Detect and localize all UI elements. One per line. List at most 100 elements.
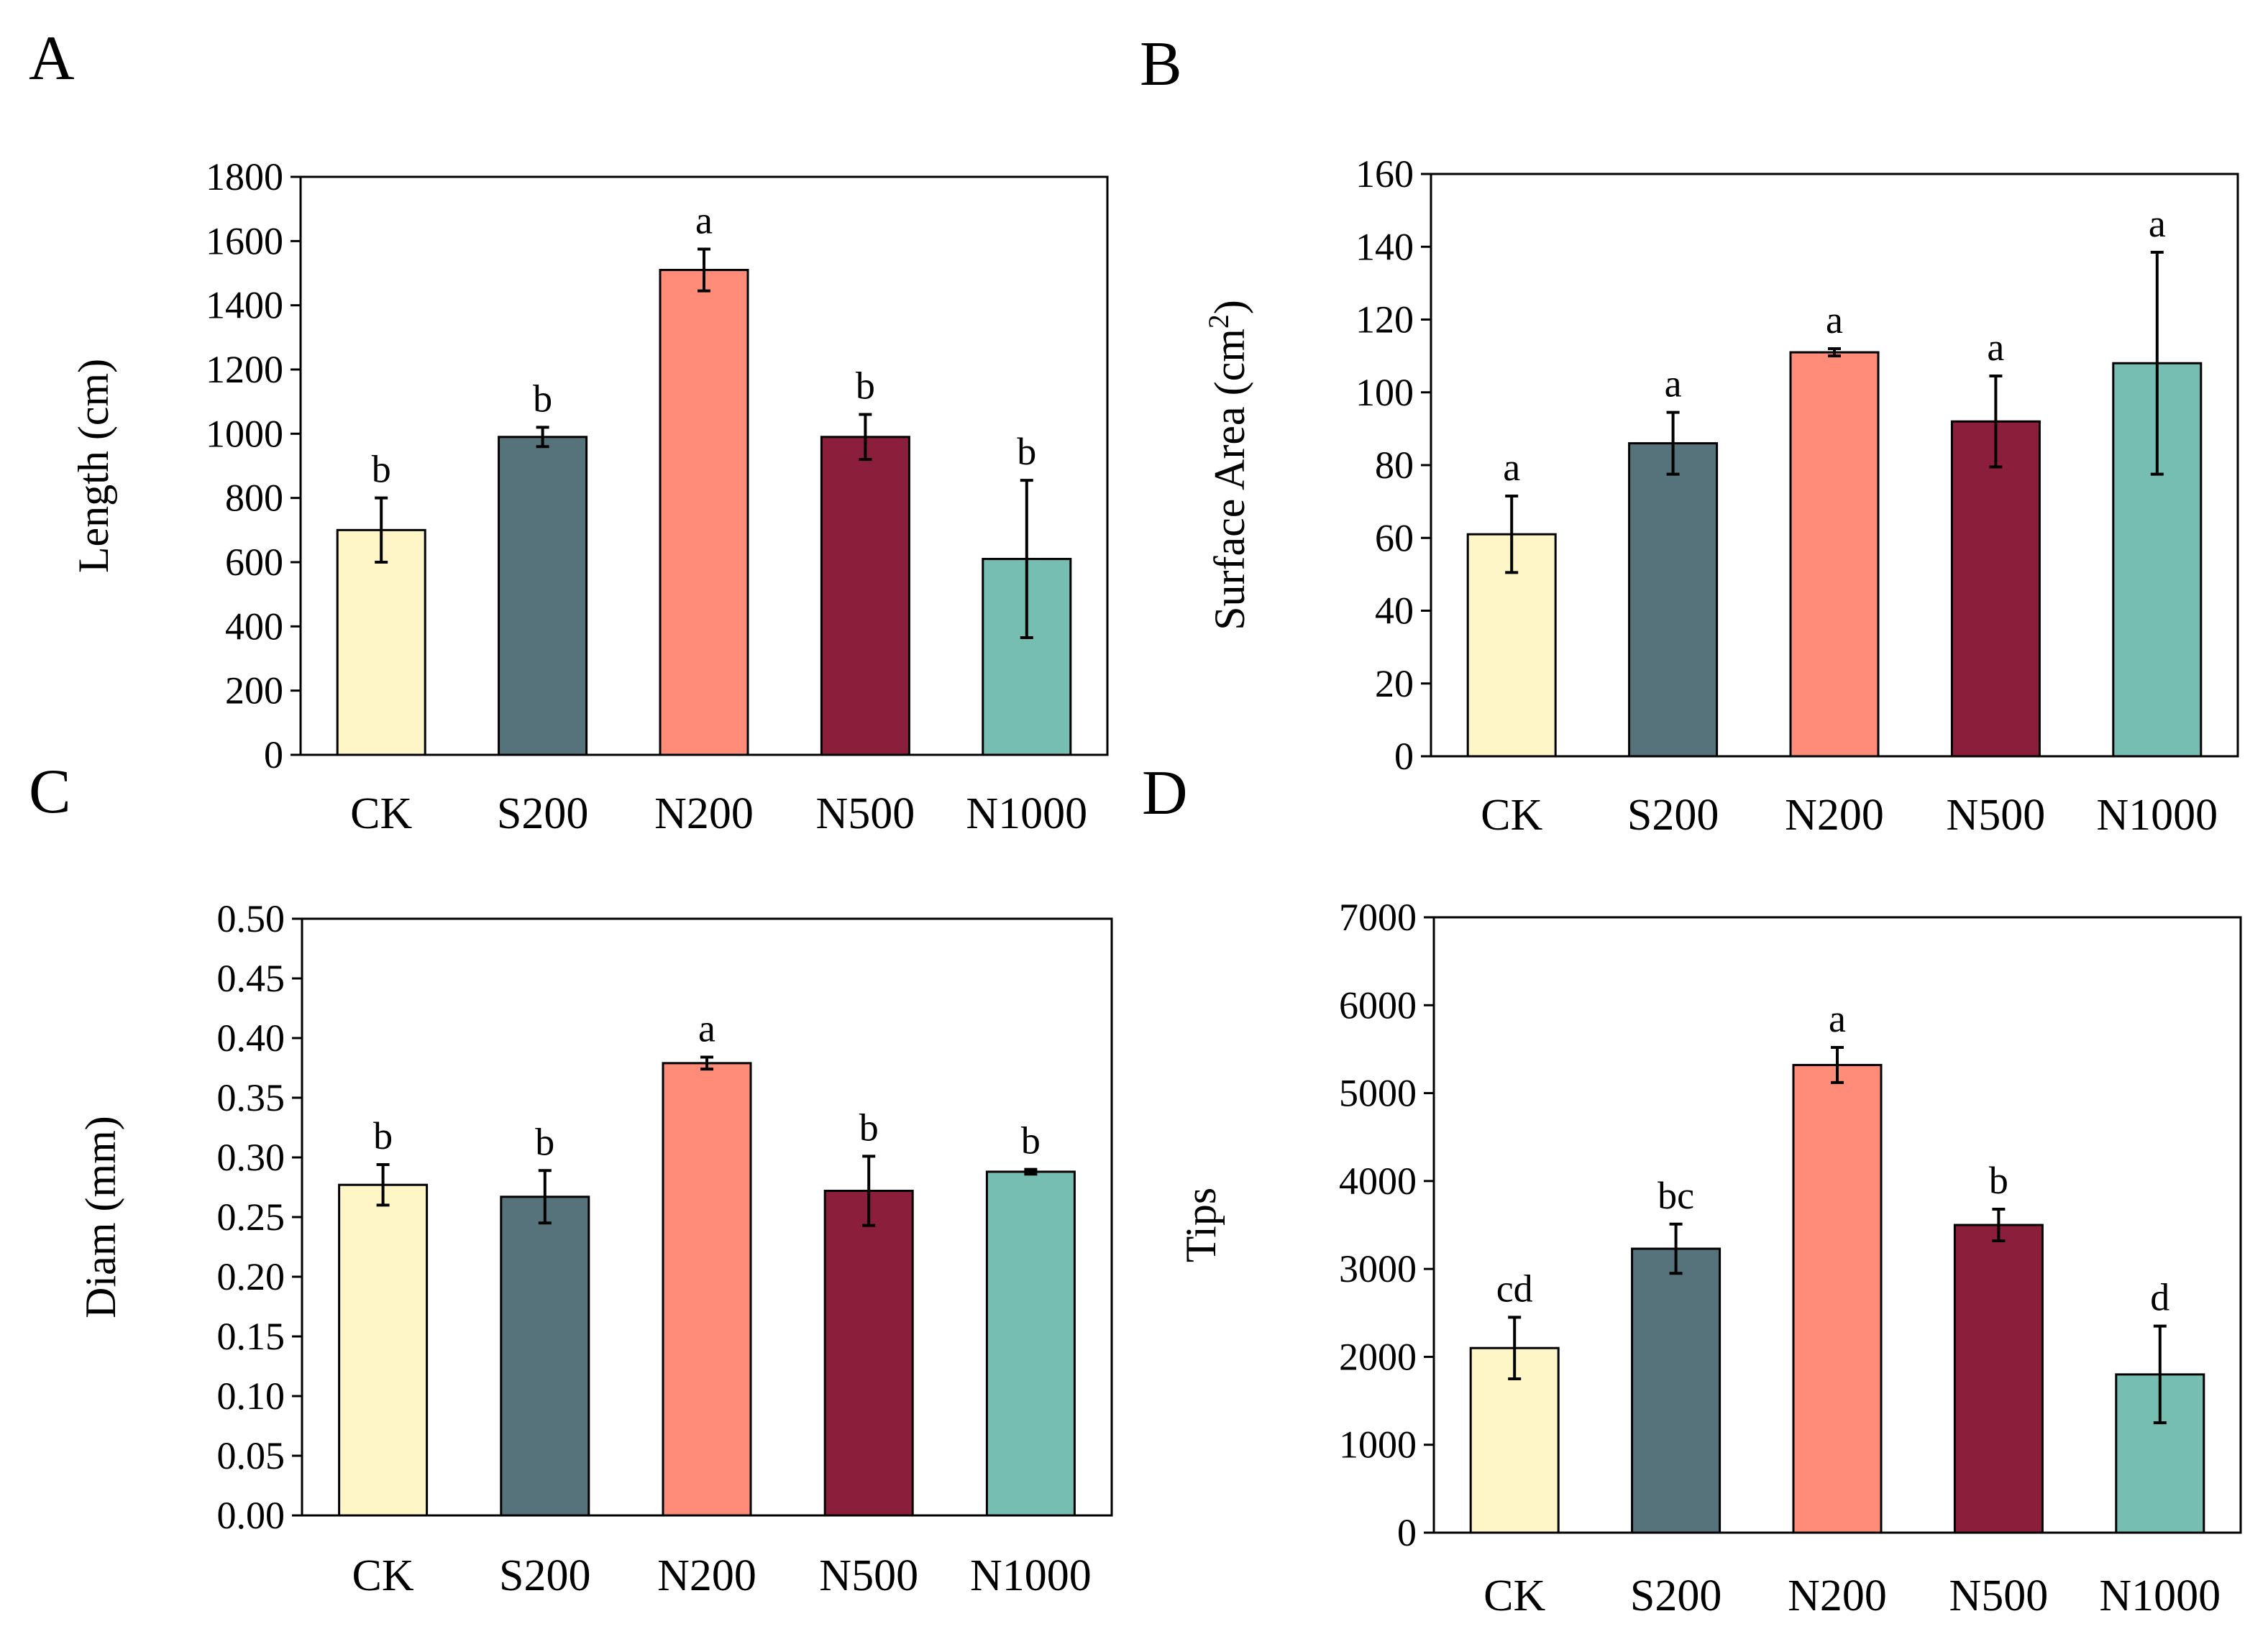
category-label: N1000 [970,1551,1092,1600]
panel-a: A 0 200 400 600 800 1000 1200 1400 1600 1800 Length… [29,24,1109,838]
y-tick-label: 0.25 [217,1196,285,1239]
bar-n200 [659,269,749,756]
panel-letter: C [29,757,71,827]
y-tick-label: 0.00 [217,1494,285,1537]
panel-letter: B [1140,29,1182,99]
y-tick-label: 40 [1375,589,1414,633]
y-tick-label: 1400 [206,284,283,327]
y-tick-label: 0.35 [217,1076,285,1119]
bar-ck [338,1183,429,1517]
significance-letter: a [1503,446,1520,489]
category-label: S200 [1627,791,1719,840]
significance-letter: b [1989,1159,2008,1202]
significance-letter: b [373,1114,393,1157]
y-tick-label: 400 [225,605,283,648]
category-label: N1000 [2099,1571,2221,1620]
significance-letter: bc [1657,1174,1694,1217]
category-label: N500 [1947,791,2046,840]
bar-s200 [1628,442,1719,758]
y-tick-label: 0.05 [217,1434,285,1477]
y-tick-label: 4000 [1339,1160,1417,1203]
y-tick-label: 0.20 [217,1255,285,1298]
category-label: S200 [499,1551,590,1600]
bar-s200 [1631,1247,1721,1534]
category-label: N200 [654,789,754,838]
bar-n1000 [985,1170,1076,1517]
y-tick-label: 60 [1375,516,1414,559]
category-label: CK [352,1551,414,1600]
y-axis-title: Length (cm) [70,359,117,573]
y-axis-title-text: Tips [1177,1188,1225,1263]
y-tick-label: 120 [1355,298,1414,341]
bar-ck [336,528,426,756]
y-tick-label: 0.40 [217,1017,285,1060]
category-label: N500 [816,789,915,838]
category-label: CK [1481,791,1542,840]
y-tick-label: 3000 [1339,1247,1417,1290]
category-label: CK [350,789,412,838]
panel-c: C 0.00 0.05 0.10 0.15 0.20 0.25 0.30 0.35 0.40 0.4… [29,757,1113,1600]
y-axis-title: Surface Area (cm2) [1202,300,1253,630]
significance-letter: a [1987,326,2004,369]
y-tick-label: 140 [1355,225,1414,268]
significance-letter: b [859,1106,879,1149]
y-tick-label: 0.10 [217,1375,285,1418]
y-axis-title-text: Surface Area (cm [1206,329,1253,630]
significance-letter: a [1665,362,1682,405]
bar-n500 [1950,420,2041,758]
y-tick-label: 1600 [206,219,283,262]
category-label: N200 [1785,791,1884,840]
bar-n200 [1792,1063,1883,1534]
bar-s200 [500,1196,590,1517]
significance-letter: a [1829,997,1846,1040]
y-axis-title: Diam (mm) [77,1116,124,1318]
y-tick-label: 0 [1394,735,1414,778]
bar-n200 [662,1062,752,1517]
significance-letter: b [533,377,552,420]
y-tick-label: 1200 [206,348,283,391]
bar-n500 [1953,1224,2044,1534]
y-axis-title-sup: 2 [1202,314,1235,329]
significance-letter: d [2150,1276,2169,1319]
y-tick-label: 0 [264,733,283,776]
y-axis-title-tail: ) [1206,300,1253,314]
panel-d: D 0 1000 2000 3000 4000 5000 6000 7000 Tips cd CK bc… [1142,758,2242,1620]
y-tick-label: 200 [225,669,283,712]
category-label: S200 [497,789,588,838]
y-tick-label: 5000 [1339,1072,1417,1115]
y-tick-label: 160 [1355,152,1414,196]
y-tick-label: 0.15 [217,1315,285,1358]
panel-b: B 0 20 40 60 80 100 120 140 160 Surface Area (cm2)… [1140,29,2239,840]
significance-letter: b [856,364,875,408]
y-tick-label: 2000 [1339,1335,1417,1378]
y-tick-label: 100 [1355,371,1414,414]
plot-frame [1432,916,2242,1534]
category-label: CK [1483,1571,1545,1620]
plot-frame [301,917,1113,1517]
y-axis-title: Tips [1177,1188,1225,1263]
bar-s200 [498,436,588,756]
y-axis-title-text: Diam (mm) [77,1116,124,1318]
category-label: S200 [1630,1571,1721,1620]
significance-letter: a [695,199,713,242]
category-label: N200 [1788,1571,1887,1620]
panel-letter: D [1142,758,1188,828]
category-label: N1000 [2096,791,2218,840]
y-tick-label: 1000 [206,412,283,455]
significance-letter: b [372,448,391,491]
category-label: N500 [1949,1571,2049,1620]
y-tick-label: 800 [225,477,283,520]
plot-frame [299,175,1109,756]
y-tick-label: 1800 [206,155,283,198]
y-tick-label: 600 [225,541,283,584]
significance-letter: b [1021,1119,1041,1162]
y-tick-label: 0.45 [217,957,285,1000]
y-axis-title-text: Length (cm) [70,359,117,573]
significance-letter: a [698,1007,715,1050]
y-tick-label: 6000 [1339,983,1417,1027]
y-tick-label: 1000 [1339,1423,1417,1467]
significance-letter: cd [1496,1267,1533,1310]
plot-frame [1430,173,2239,758]
category-label: N200 [657,1551,756,1600]
